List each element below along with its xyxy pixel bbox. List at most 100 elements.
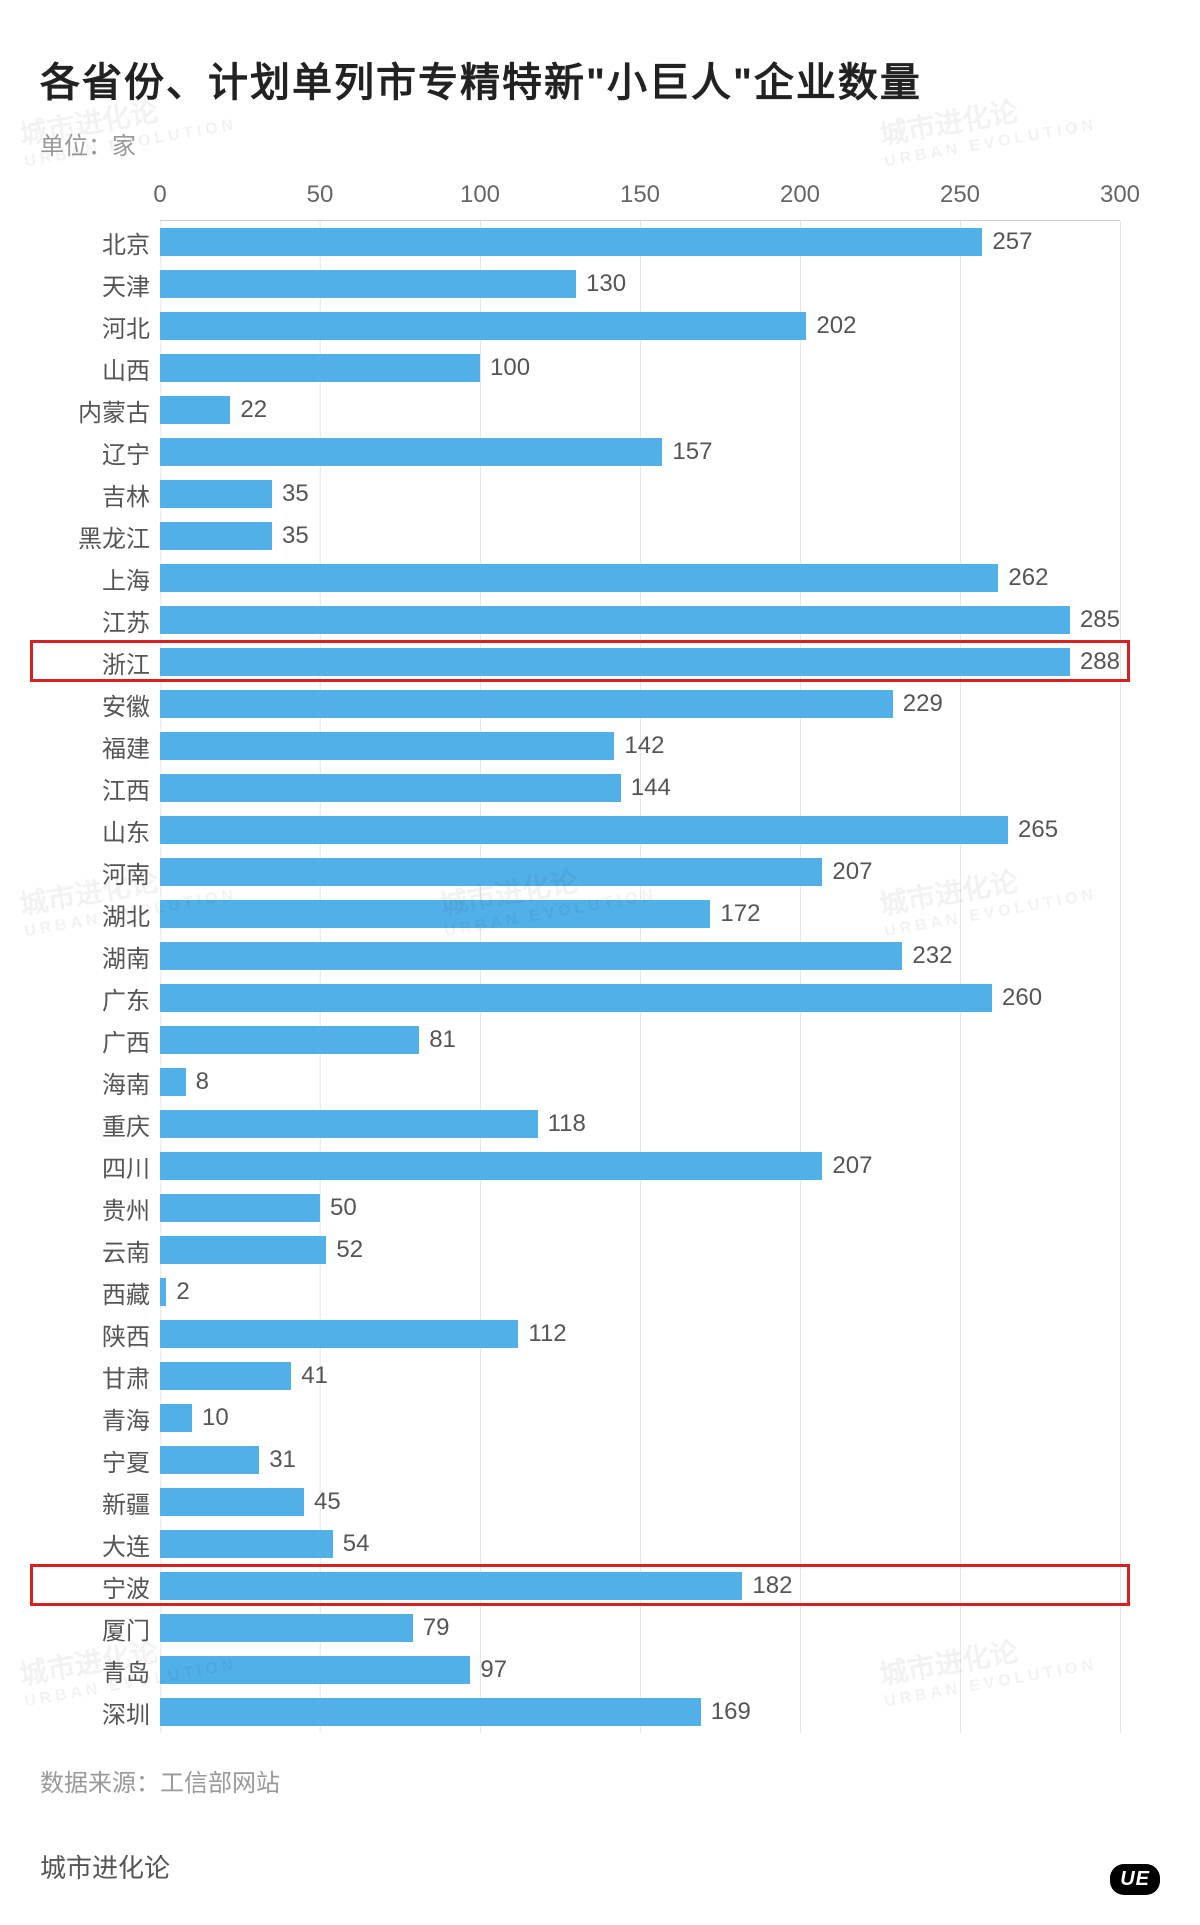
bar-row: 江西144 (160, 767, 1120, 809)
bar-row: 黑龙江35 (160, 515, 1120, 557)
value-label: 285 (1080, 606, 1120, 634)
value-label: 229 (903, 690, 943, 718)
bar-row: 海南8 (160, 1061, 1120, 1103)
value-label: 262 (1008, 564, 1048, 592)
bar-row: 广西81 (160, 1019, 1120, 1061)
category-label: 黑龙江 (30, 519, 150, 554)
x-tick: 150 (620, 181, 660, 209)
category-label: 江西 (30, 771, 150, 806)
bar-row: 重庆118 (160, 1103, 1120, 1145)
bar (160, 564, 998, 592)
category-label: 宁波 (30, 1569, 150, 1604)
bar-row: 浙江288 (160, 641, 1120, 683)
category-label: 内蒙古 (30, 393, 150, 428)
bar (160, 1278, 166, 1306)
value-label: 79 (423, 1614, 450, 1642)
value-label: 10 (202, 1404, 229, 1432)
category-label: 山东 (30, 813, 150, 848)
category-label: 大连 (30, 1527, 150, 1562)
category-label: 安徽 (30, 687, 150, 722)
value-label: 35 (282, 480, 309, 508)
bar (160, 606, 1070, 634)
value-label: 41 (301, 1362, 328, 1390)
bar-row: 青海10 (160, 1397, 1120, 1439)
bar-row: 贵州50 (160, 1187, 1120, 1229)
category-label: 陕西 (30, 1317, 150, 1352)
category-label: 河南 (30, 855, 150, 890)
bar (160, 1488, 304, 1516)
category-label: 江苏 (30, 603, 150, 638)
x-tick: 0 (153, 181, 166, 209)
bar-row: 四川207 (160, 1145, 1120, 1187)
bar (160, 858, 822, 886)
bar-row: 河北202 (160, 305, 1120, 347)
bar (160, 732, 614, 760)
value-label: 260 (1002, 984, 1042, 1012)
value-label: 81 (429, 1026, 456, 1054)
category-label: 辽宁 (30, 435, 150, 470)
bar-row: 云南52 (160, 1229, 1120, 1271)
value-label: 118 (548, 1110, 586, 1138)
bar-row: 甘肃41 (160, 1355, 1120, 1397)
ue-badge-icon: UE (1110, 1864, 1160, 1895)
bar (160, 1026, 419, 1054)
x-tick-label: 200 (780, 181, 820, 209)
value-label: 54 (343, 1530, 370, 1558)
value-label: 97 (480, 1656, 507, 1684)
value-label: 100 (490, 354, 530, 382)
x-tick-label: 50 (307, 181, 334, 209)
bar (160, 270, 576, 298)
x-tick: 300 (1100, 181, 1140, 209)
bar (160, 480, 272, 508)
value-label: 182 (752, 1572, 792, 1600)
bar-row: 天津130 (160, 263, 1120, 305)
bar-row: 宁夏31 (160, 1439, 1120, 1481)
category-label: 青岛 (30, 1653, 150, 1688)
value-label: 130 (586, 270, 626, 298)
bar (160, 354, 480, 382)
bar-row: 吉林35 (160, 473, 1120, 515)
x-tick: 200 (780, 181, 820, 209)
bar-row: 河南207 (160, 851, 1120, 893)
bar (160, 1656, 470, 1684)
bar (160, 312, 806, 340)
bar-rows: 北京257天津130河北202山西100内蒙古22辽宁157吉林35黑龙江35上… (160, 221, 1120, 1733)
bar (160, 900, 710, 928)
bar (160, 1530, 333, 1558)
bar-row: 宁波182 (160, 1565, 1120, 1607)
bar (160, 1572, 742, 1600)
bar-row: 青岛97 (160, 1649, 1120, 1691)
category-label: 贵州 (30, 1191, 150, 1226)
bar (160, 1320, 518, 1348)
category-label: 青海 (30, 1401, 150, 1436)
bar-row: 大连54 (160, 1523, 1120, 1565)
category-label: 广西 (30, 1023, 150, 1058)
value-label: 257 (992, 228, 1032, 256)
value-label: 157 (672, 438, 712, 466)
bar (160, 522, 272, 550)
bar (160, 1404, 192, 1432)
bar-row: 陕西112 (160, 1313, 1120, 1355)
category-label: 山西 (30, 351, 150, 386)
category-label: 西藏 (30, 1275, 150, 1310)
bar-row: 安徽229 (160, 683, 1120, 725)
value-label: 232 (912, 942, 952, 970)
bar (160, 1236, 326, 1264)
bar (160, 648, 1070, 676)
bar-row: 福建142 (160, 725, 1120, 767)
category-label: 广东 (30, 981, 150, 1016)
value-label: 50 (330, 1194, 357, 1222)
bar (160, 1362, 291, 1390)
data-source: 数据来源：工信部网站 (40, 1763, 1160, 1798)
category-label: 新疆 (30, 1485, 150, 1520)
bar (160, 1068, 186, 1096)
category-label: 海南 (30, 1065, 150, 1100)
bar-row: 厦门79 (160, 1607, 1120, 1649)
value-label: 172 (720, 900, 760, 928)
bar (160, 438, 662, 466)
category-label: 吉林 (30, 477, 150, 512)
bar (160, 1446, 259, 1474)
x-tick-label: 300 (1100, 181, 1140, 209)
value-label: 202 (816, 312, 856, 340)
value-label: 8 (196, 1068, 209, 1096)
